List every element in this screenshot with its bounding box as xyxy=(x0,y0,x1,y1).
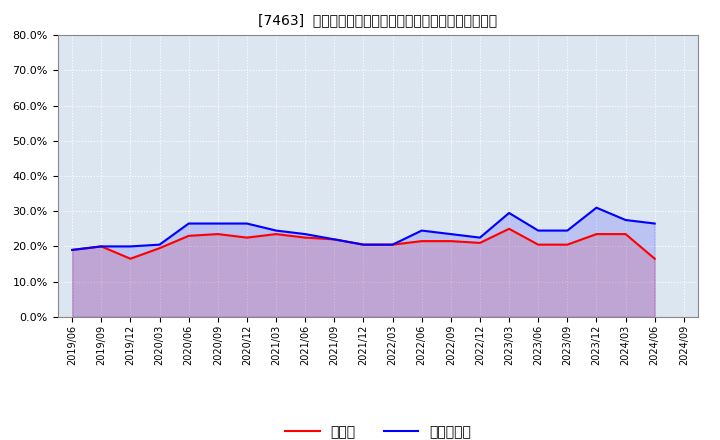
有利子負債 xyxy=(271,228,280,233)
現預金 xyxy=(213,231,222,237)
有利子負債 xyxy=(388,242,397,247)
有利子負債 xyxy=(359,242,368,247)
Legend: 現預金, 有利子負債: 現預金, 有利子負債 xyxy=(279,420,477,440)
現預金 xyxy=(359,242,368,247)
有利子負債 xyxy=(97,244,106,249)
有利子負債 xyxy=(213,221,222,226)
有利子負債 xyxy=(156,242,164,247)
現預金 xyxy=(563,242,572,247)
現預金 xyxy=(271,231,280,237)
現預金 xyxy=(68,247,76,253)
現預金 xyxy=(476,240,485,246)
有利子負債 xyxy=(68,247,76,253)
有利子負債 xyxy=(563,228,572,233)
現預金 xyxy=(243,235,251,240)
現預金 xyxy=(97,244,106,249)
Line: 有利子負債: 有利子負債 xyxy=(72,208,654,250)
現預金 xyxy=(505,226,513,231)
現預金 xyxy=(534,242,543,247)
現預金 xyxy=(156,246,164,251)
現預金 xyxy=(184,233,193,238)
現預金 xyxy=(388,242,397,247)
有利子負債 xyxy=(592,205,600,210)
Title: [7463]  現預金、有利子負債の総資産に対する比率の推移: [7463] 現預金、有利子負債の総資産に対する比率の推移 xyxy=(258,13,498,27)
有利子負債 xyxy=(650,221,659,226)
現預金 xyxy=(592,231,600,237)
有利子負債 xyxy=(243,221,251,226)
有利子負債 xyxy=(446,231,455,237)
有利子負債 xyxy=(126,244,135,249)
有利子負債 xyxy=(476,235,485,240)
有利子負債 xyxy=(505,210,513,216)
有利子負債 xyxy=(301,231,310,237)
有利子負債 xyxy=(534,228,543,233)
現預金 xyxy=(650,256,659,261)
有利子負債 xyxy=(621,217,630,223)
現預金 xyxy=(418,238,426,244)
現預金 xyxy=(330,237,338,242)
現預金 xyxy=(301,235,310,240)
現預金 xyxy=(126,256,135,261)
有利子負債 xyxy=(184,221,193,226)
現預金 xyxy=(621,231,630,237)
Line: 現預金: 現預金 xyxy=(72,229,654,259)
有利子負債 xyxy=(418,228,426,233)
現預金 xyxy=(446,238,455,244)
有利子負債 xyxy=(330,237,338,242)
